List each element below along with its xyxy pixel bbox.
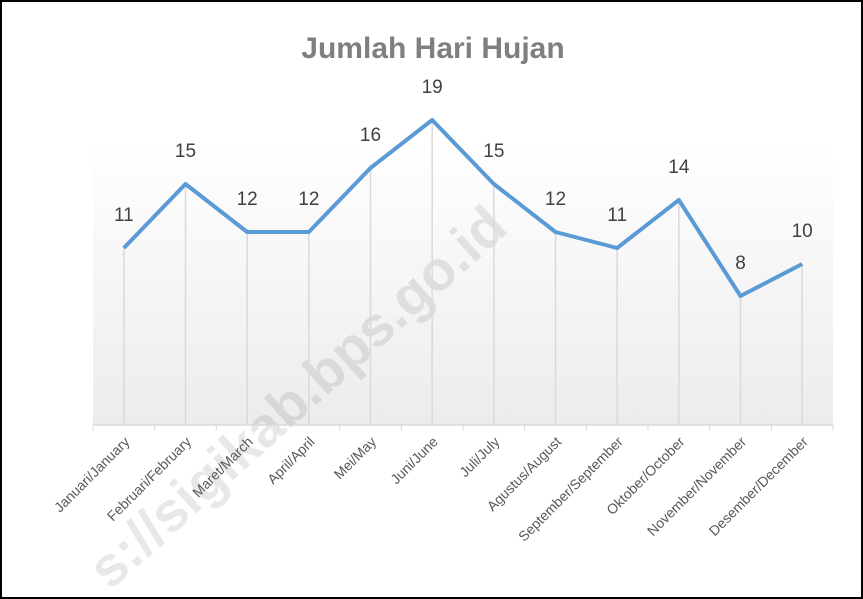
data-label: 11 [114, 205, 134, 226]
chart-title: Jumlah Hari Hujan [301, 32, 564, 65]
data-label: 12 [298, 189, 319, 210]
data-label: 19 [422, 77, 443, 98]
data-label: 16 [360, 125, 381, 146]
data-label: 15 [175, 141, 196, 162]
line-series [122, 118, 804, 298]
data-label: 12 [237, 189, 258, 210]
data-label: 10 [792, 221, 813, 242]
data-label: 15 [483, 141, 504, 162]
plot-area [93, 140, 833, 425]
data-label: 11 [607, 205, 627, 226]
data-label: 8 [735, 253, 746, 274]
data-label: 12 [545, 189, 566, 210]
data-label: 14 [668, 157, 690, 178]
